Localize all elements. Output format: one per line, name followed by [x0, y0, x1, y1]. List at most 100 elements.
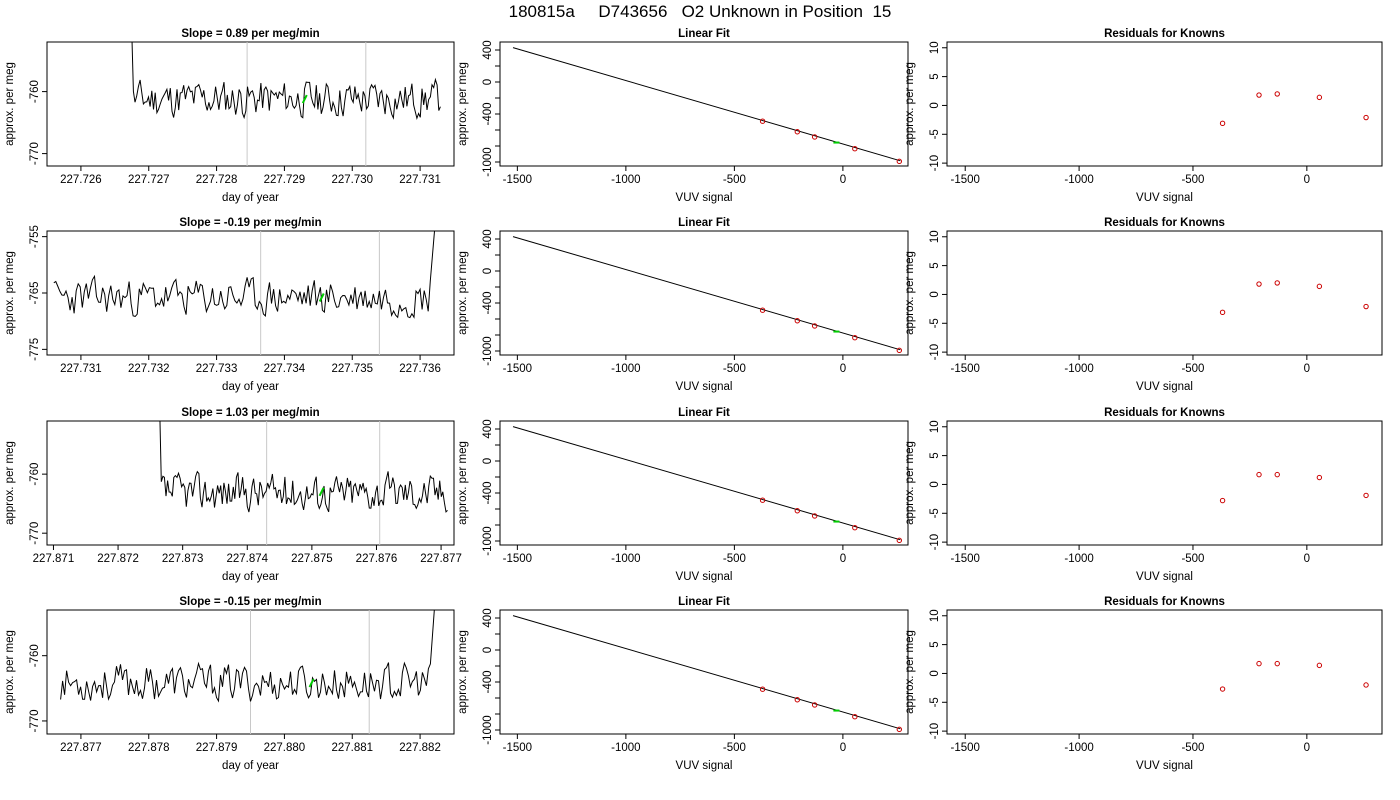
y-tick-label: -5	[929, 129, 941, 139]
panel-7: Slope = 1.03 per meg/min day of year appro…	[4, 407, 462, 583]
y-tick-label: -765	[29, 281, 41, 304]
y-tick-label: -770	[29, 709, 41, 732]
unknown-mean-marker	[301, 94, 308, 104]
y-tick-label: 5	[929, 73, 941, 79]
residual-point	[1363, 303, 1369, 310]
fit-line	[512, 47, 901, 162]
residual-point	[1363, 114, 1369, 121]
y-tick-label: 10	[929, 41, 941, 54]
known-point	[896, 158, 903, 165]
y-axis-label: approx. per meg	[457, 251, 469, 335]
fit-line	[512, 236, 901, 351]
y-tick-label: -400	[482, 481, 494, 504]
y-tick-label: -5	[929, 508, 941, 518]
known-point	[759, 497, 766, 503]
known-point	[759, 118, 766, 124]
panel-title: Residuals for Knowns	[1104, 28, 1225, 40]
y-tick-label: 0	[929, 102, 941, 108]
x-tick-label: -1000	[611, 174, 640, 186]
residual-point	[1363, 492, 1369, 499]
x-axis-label: VUV signal	[676, 571, 733, 583]
panel-3: Residuals for Knowns VUV signal approx. pe…	[904, 28, 1383, 204]
residual-point	[1274, 280, 1280, 286]
panel-title: Slope = 0.89 per meg/min	[181, 28, 319, 40]
x-tick-label: 0	[1304, 553, 1310, 565]
x-tick-label: 227.879	[196, 742, 238, 754]
x-tick-label: 227.732	[128, 363, 170, 375]
x-axis-label: day of year	[222, 760, 279, 772]
y-tick-label: -1000	[482, 336, 494, 365]
y-tick-label: -5	[929, 318, 941, 328]
residual-point	[1219, 686, 1226, 692]
panel-title: Linear Fit	[678, 28, 730, 40]
y-tick-label: -770	[29, 142, 41, 165]
fit-line	[512, 426, 901, 541]
plot-frame	[946, 41, 1383, 167]
y-tick-label: 5	[929, 641, 941, 647]
x-tick-label: -1000	[611, 742, 640, 754]
x-tick-label: -500	[1181, 553, 1204, 565]
known-point	[896, 726, 903, 733]
y-tick-label: -10	[929, 534, 941, 551]
y-tick-label: -10	[929, 155, 941, 172]
y-axis-label: approx. per meg	[457, 441, 469, 525]
known-point	[759, 686, 766, 692]
known-point	[759, 307, 766, 313]
data-layer	[512, 615, 903, 733]
y-axis-label: approx. per meg	[904, 630, 916, 714]
plot-frame	[46, 41, 455, 167]
y-tick-label: 10	[929, 609, 941, 622]
known-point	[852, 335, 858, 341]
x-tick-label: 227.726	[60, 174, 102, 186]
y-tick-label: 400	[482, 40, 494, 59]
x-tick-label: 227.735	[331, 363, 373, 375]
panel-12: Residuals for Knowns VUV signal approx. pe…	[904, 596, 1383, 772]
x-tick-label: 227.877	[60, 742, 102, 754]
data-layer	[131, 42, 441, 166]
x-axis-label: VUV signal	[1136, 381, 1193, 393]
data-layer	[1219, 660, 1369, 692]
known-point	[794, 129, 801, 135]
y-axis-label: approx. per meg	[904, 62, 916, 146]
panel-title: Residuals for Knowns	[1104, 407, 1225, 419]
x-tick-label: 227.731	[399, 174, 441, 186]
figure-title: 180815a D743656 O2 Unknown in Position 1…	[508, 2, 892, 21]
y-tick-label: -770	[29, 522, 41, 545]
x-tick-label: -1500	[503, 553, 532, 565]
x-tick-label: -500	[723, 553, 746, 565]
x-tick-label: -1000	[611, 363, 640, 375]
panel-title: Linear Fit	[678, 407, 730, 419]
known-point	[852, 146, 858, 152]
y-axis-label: approx. per meg	[4, 62, 16, 146]
unknown-mean-marker	[308, 678, 315, 688]
y-tick-label: 400	[482, 229, 494, 248]
y-axis-label: approx. per meg	[904, 441, 916, 525]
trace-line	[53, 231, 436, 319]
residual-point	[1316, 94, 1323, 101]
plot-frame	[46, 230, 455, 356]
residual-point	[1256, 660, 1262, 667]
y-tick-label: 0	[482, 647, 494, 653]
panel-8: Linear Fit VUV signal approx. per meg -1500…	[457, 407, 909, 583]
x-tick-label: -1500	[951, 742, 980, 754]
data-layer	[512, 236, 903, 354]
panel-1: Slope = 0.89 per meg/min day of year appro…	[4, 28, 455, 204]
residual-point	[1316, 662, 1323, 669]
known-point	[811, 702, 818, 708]
x-tick-label: 227.731	[60, 363, 102, 375]
y-tick-label: 5	[929, 262, 941, 268]
x-tick-label: 227.882	[399, 742, 441, 754]
panel-title: Linear Fit	[678, 596, 730, 608]
residual-point	[1316, 283, 1323, 290]
plot-frame	[946, 230, 1383, 356]
known-point	[811, 134, 818, 140]
panel-11: Linear Fit VUV signal approx. per meg -1500…	[457, 596, 909, 772]
residual-point	[1219, 120, 1226, 127]
panel-2: Linear Fit VUV signal approx. per meg -1500…	[457, 28, 909, 204]
plot-frame	[946, 420, 1383, 546]
x-tick-label: -1000	[1064, 742, 1093, 754]
known-point	[896, 537, 903, 544]
x-tick-label: 227.736	[399, 363, 441, 375]
y-tick-label: 10	[929, 230, 941, 243]
y-tick-label: 400	[482, 419, 494, 438]
